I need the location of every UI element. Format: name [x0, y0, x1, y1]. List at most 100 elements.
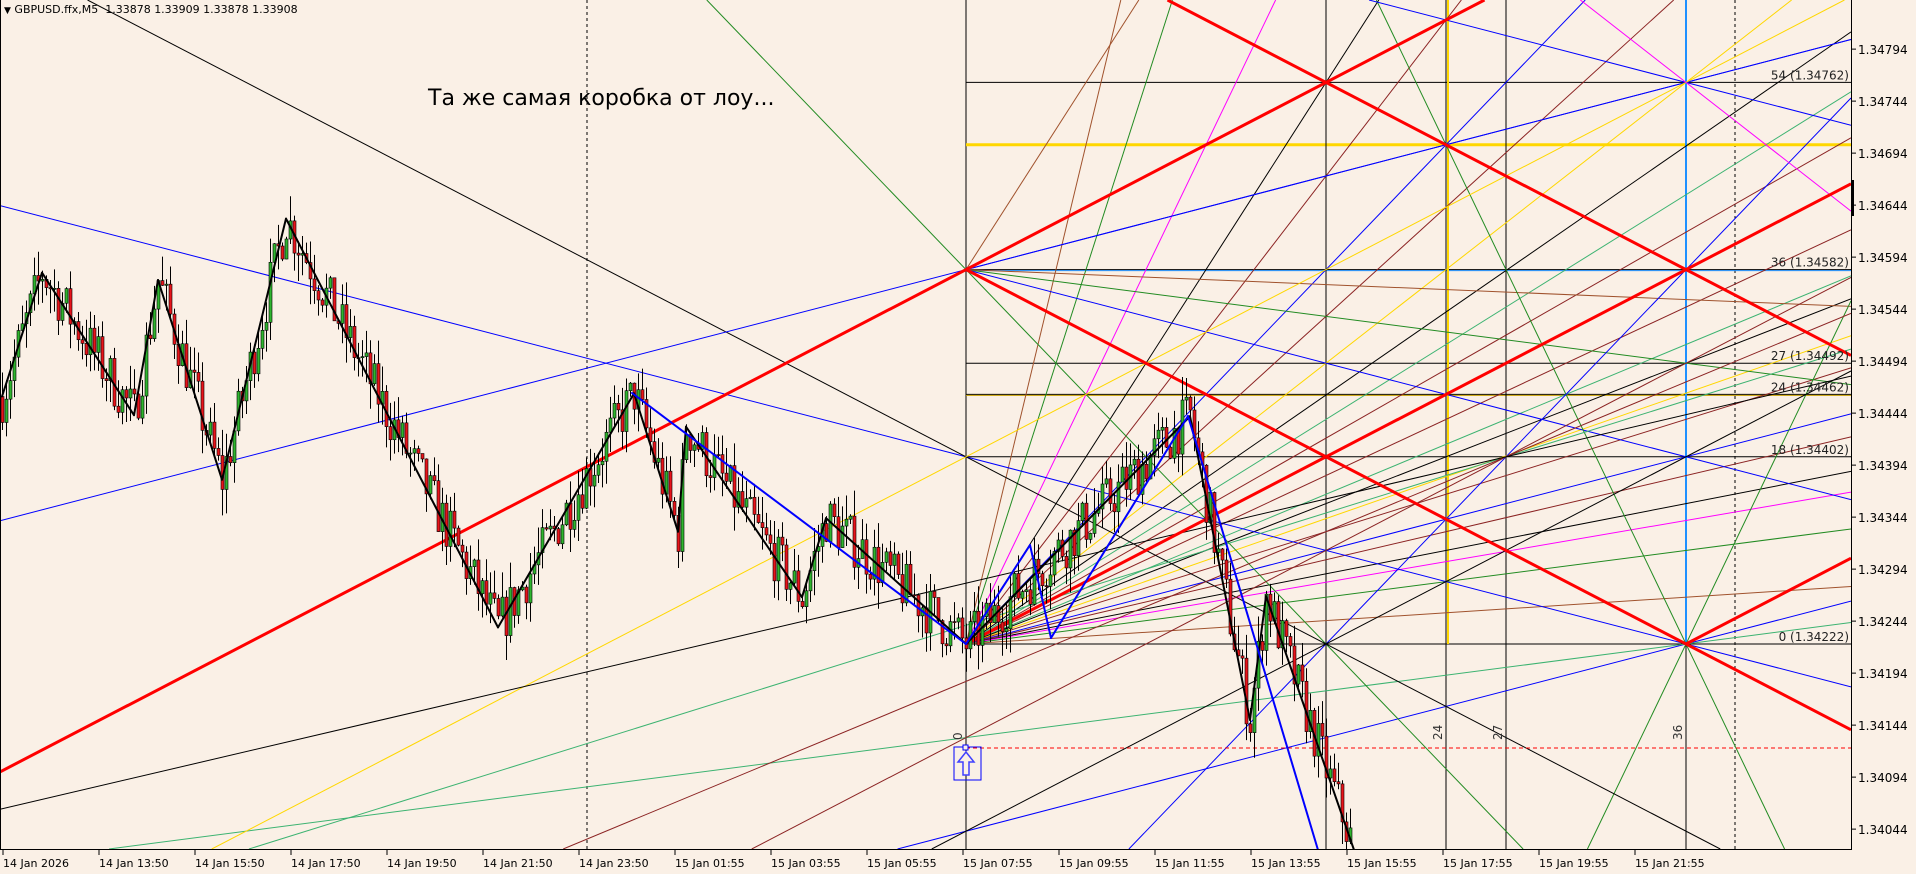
candle-body: [224, 456, 229, 490]
candle-body: [656, 457, 661, 463]
candle: [1280, 601, 1285, 665]
candle-body: [1332, 768, 1337, 783]
candle-body: [740, 491, 745, 508]
candle: [1004, 603, 1009, 649]
downtrend-line: [631, 392, 967, 645]
candle-body: [1064, 556, 1069, 569]
candle-body: [408, 452, 413, 455]
candle: [892, 542, 897, 580]
candle-body: [192, 369, 197, 373]
candle: [40, 270, 45, 303]
candle: [848, 514, 853, 524]
gann-time-label: 24: [1431, 725, 1445, 740]
candle-body: [832, 503, 837, 517]
candle-body: [264, 321, 269, 331]
candle: [452, 492, 457, 548]
candle: [1164, 417, 1169, 448]
candle-body: [1340, 783, 1345, 823]
candle-body: [1304, 680, 1309, 732]
gann-level-label: 54 (1.34762): [1771, 68, 1849, 82]
arrow-up-icon: [956, 750, 976, 776]
candle: [1328, 755, 1333, 795]
price-tick-label: 1.34544: [1858, 303, 1908, 317]
candle: [1168, 444, 1173, 460]
candle: [88, 311, 93, 372]
chart-annotation-text: Та же самая коробка от лоу...: [428, 86, 775, 111]
candle: [756, 496, 761, 524]
gann-fan-ray: [965, 413, 1851, 645]
candle: [1300, 643, 1305, 698]
candle-body: [1260, 641, 1265, 651]
candle-body: [616, 403, 621, 411]
candle: [660, 442, 665, 509]
candle: [612, 385, 617, 426]
candle: [468, 545, 473, 585]
candle: [764, 512, 769, 541]
candle-body: [568, 502, 573, 530]
candle-body: [1016, 573, 1021, 599]
candle-body: [228, 456, 233, 463]
candle-body: [772, 543, 777, 582]
candle-body: [164, 283, 169, 286]
zigzag-line-segment: [801, 517, 827, 599]
candle: [656, 438, 661, 471]
candle-body: [332, 277, 337, 322]
candle-body: [96, 336, 101, 353]
gann-fan-ray: [0, 39, 1851, 522]
gann-level-label: 0 (1.34222): [1779, 630, 1849, 644]
candle-body: [1116, 481, 1121, 513]
candle-body: [92, 327, 97, 353]
candle-body: [1212, 492, 1217, 553]
candle-body: [516, 589, 521, 616]
gann-fan-ray: [0, 375, 1851, 810]
candle: [168, 266, 173, 321]
triangle-down-icon[interactable]: ▼: [4, 6, 11, 16]
candle-body: [316, 290, 321, 301]
candle: [288, 196, 293, 245]
zigzag-line: [1, 217, 1355, 849]
candle-body: [752, 496, 757, 515]
candle: [388, 402, 393, 461]
candle-body: [312, 278, 317, 291]
candle: [292, 215, 297, 271]
candle: [508, 562, 513, 643]
time-tick-label: 14 Jan 2026: [3, 857, 69, 870]
candle: [960, 607, 965, 654]
candle-body: [1112, 503, 1117, 513]
gann-fan-ray: [965, 0, 1380, 645]
candle: [492, 570, 497, 604]
candle-body: [1100, 483, 1105, 510]
price-tick-label: 1.34444: [1858, 407, 1908, 421]
candle: [796, 554, 801, 613]
zigzag-line-segment: [221, 217, 287, 481]
gann-fan-ray: [1368, 0, 1851, 126]
candle: [712, 434, 717, 491]
zigzag-line-segment: [825, 517, 967, 645]
candle-body: [124, 389, 129, 399]
candle: [784, 538, 789, 601]
candle: [176, 324, 181, 384]
candle: [192, 347, 197, 399]
candle-body: [560, 524, 565, 545]
candle-body: [720, 454, 725, 474]
candle-body: [144, 334, 149, 397]
candle: [340, 284, 345, 344]
candle-body: [168, 283, 173, 315]
gann-fan-ray: [563, 312, 1851, 849]
candle-body: [1292, 645, 1297, 685]
candle-body: [1324, 735, 1329, 779]
candle: [300, 235, 305, 276]
candle-body: [940, 620, 945, 645]
candle-body: [1300, 664, 1305, 682]
candle-body: [152, 308, 157, 339]
candle-body: [648, 427, 653, 442]
candle: [1152, 424, 1157, 477]
candle-body: [348, 326, 353, 338]
candle: [832, 498, 837, 524]
candle-body: [508, 587, 513, 636]
candle: [1104, 460, 1109, 488]
candle: [580, 468, 585, 514]
candle-body: [1080, 502, 1085, 521]
candle: [888, 540, 893, 578]
